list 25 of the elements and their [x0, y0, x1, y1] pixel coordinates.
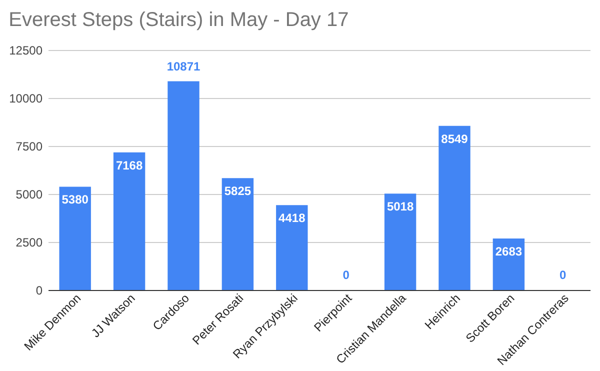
y-tick-label: 5000 — [16, 188, 43, 202]
y-tick-label: 7500 — [16, 140, 43, 154]
data-label: 7168 — [116, 158, 143, 172]
bar — [276, 205, 308, 290]
bar — [438, 126, 470, 290]
data-label: 0 — [342, 268, 350, 282]
bar — [492, 238, 525, 290]
data-label: 2683 — [495, 244, 522, 258]
data-label: 0 — [560, 268, 567, 282]
data-label: 10871 — [166, 59, 201, 74]
data-label: 4418 — [278, 211, 306, 226]
data-label: 5825 — [224, 184, 252, 198]
data-label: 5380 — [62, 192, 89, 207]
data-label: 8549 — [441, 132, 468, 146]
bar — [222, 178, 254, 290]
y-tick-label: 0 — [36, 284, 43, 298]
data-label: 5018 — [386, 200, 414, 214]
chart-title: Everest Steps (Stairs) in May - Day 17 — [8, 9, 349, 31]
y-tick-label: 10000 — [9, 92, 43, 106]
y-tick-label: 12500 — [9, 44, 43, 58]
bar — [168, 81, 200, 290]
y-tick-label: 2500 — [16, 236, 43, 250]
bar — [384, 194, 416, 290]
bar — [113, 152, 146, 290]
bar — [59, 186, 91, 290]
